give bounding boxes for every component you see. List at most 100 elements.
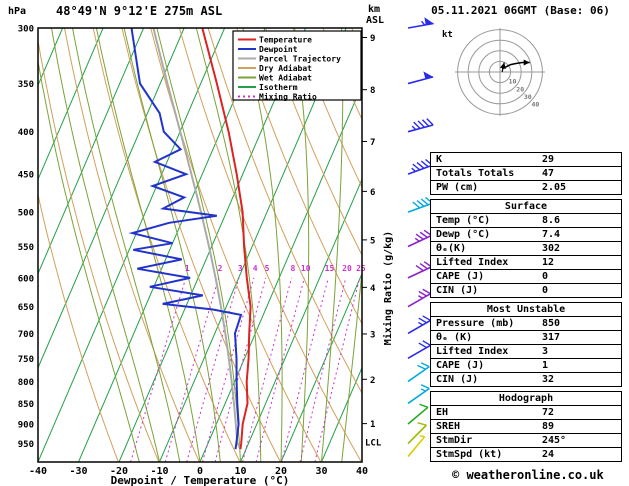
- stat-row: Dewp (°C) 7.4: [431, 227, 621, 241]
- temperature-tick-label: 30: [315, 466, 327, 477]
- pressure-tick-label: 850: [18, 400, 34, 410]
- pressure-tick-labels: 300 350 400 450 500 550 600 650 700 750 800 850 900 9…: [18, 25, 34, 451]
- pressure-axis-unit: hPa: [8, 6, 26, 17]
- mixing-ratio-value-label: 1: [185, 264, 190, 273]
- copyright: © weatheronline.co.uk: [452, 468, 604, 482]
- temperature-tick-label: 20: [275, 466, 287, 477]
- wind-barb: [407, 229, 432, 248]
- stat-value: 317: [542, 332, 561, 343]
- mixing-ratio-lines: [130, 277, 361, 462]
- wind-barb: [407, 71, 434, 85]
- stat-label: Dewp (°C): [436, 229, 491, 240]
- stat-value: 47: [542, 168, 555, 179]
- km-tick-label: 1: [370, 420, 375, 430]
- km-tick-label: 5: [370, 236, 375, 246]
- km-tick-label: 9: [370, 34, 375, 44]
- pressure-tick-label: 650: [18, 303, 34, 313]
- altitude-axis-unit-asl: ASL: [366, 15, 384, 26]
- legend-item-label: Temperature: [259, 36, 312, 45]
- stat-row: K 29: [431, 153, 621, 166]
- stat-value: 3: [542, 346, 549, 357]
- stat-value: 24: [542, 449, 555, 460]
- hodograph-ring-label: 40: [532, 101, 540, 109]
- info-section: Surface Temp (°C) 8.6 Dewp (°C) 7.4 θₑ(K) 302 L…: [430, 199, 622, 298]
- wind-barb: [407, 435, 426, 458]
- wind-barb: [407, 17, 434, 29]
- mixing-ratio-value-label: 20: [342, 264, 352, 273]
- pressure-tick-label: 950: [18, 440, 34, 450]
- mixing-ratio-value-label: 4: [253, 264, 258, 273]
- wind-barb: [407, 196, 433, 213]
- pressure-tick-label: 500: [18, 209, 34, 219]
- info-section: Hodograph EH 72 SREH 89 StmDir 245° StmSpd (kt)…: [430, 391, 622, 462]
- x-axis-title: Dewpoint / Temperature (°C): [111, 474, 290, 486]
- temperature-tick-label: 40: [356, 466, 368, 477]
- wind-barb: [407, 261, 432, 279]
- legend-item-label: Dewpoint: [259, 44, 298, 54]
- stat-label: Temp (°C): [436, 215, 491, 226]
- temperature-curve: [201, 28, 252, 450]
- stat-row: θₑ(K) 302: [431, 241, 621, 255]
- pressure-tick-label: 700: [18, 330, 34, 340]
- pressure-tick-label: 600: [18, 274, 34, 284]
- stat-value: 32: [542, 374, 555, 385]
- legend-item-label: Mixing Ratio: [259, 92, 317, 102]
- stat-label: StmDir: [436, 435, 473, 446]
- pressure-tick-label: 400: [18, 128, 34, 138]
- stat-label: Pressure (mb): [436, 318, 515, 329]
- wind-barb: [407, 384, 430, 405]
- stat-row: Temp (°C) 8.6: [431, 213, 621, 227]
- stat-value: 8.6: [542, 215, 561, 226]
- temperature-tick-label: -30: [69, 466, 87, 477]
- temperature-tick-labels: -40 -30 -20 -10 0 10 20 30 40: [29, 466, 368, 477]
- stat-value: 89: [542, 421, 555, 432]
- km-tick-label: 8: [370, 86, 375, 96]
- stat-value: 12: [542, 257, 555, 268]
- stat-value: 0: [542, 285, 549, 296]
- wind-barb: [407, 340, 431, 359]
- pressure-tick-label: 800: [18, 378, 34, 388]
- temperature-tick-label: -20: [110, 466, 128, 477]
- mixing-ratio-value-label: 25: [356, 264, 366, 273]
- stat-value: 302: [542, 243, 561, 254]
- stat-label: CIN (J): [436, 374, 479, 385]
- km-tick-label: 3: [370, 330, 375, 340]
- pressure-tick-label: 350: [18, 80, 34, 90]
- mixing-ratio-value-label: 15: [325, 264, 335, 273]
- stat-label: CIN (J): [436, 285, 479, 296]
- section-header: Surface: [504, 201, 548, 212]
- info-section: K 29 Totals Totals 47 PW (cm) 2.05: [430, 152, 622, 195]
- stat-label: K: [436, 154, 443, 165]
- legend-item-label: Wet Adiabat: [259, 73, 312, 83]
- plot-border: [37, 27, 363, 463]
- mixing-ratio-value-label: 8: [290, 264, 295, 273]
- stat-value: 245°: [542, 435, 567, 446]
- legend-item-label: Dry Adiabat: [259, 63, 312, 73]
- mixing-ratio-value-label: 10: [301, 264, 311, 273]
- pressure-tick-label: 450: [18, 171, 34, 181]
- stat-value: 7.4: [542, 229, 561, 240]
- stat-value: 0: [542, 271, 549, 282]
- hodograph-ring-label: 20: [516, 85, 524, 93]
- stat-row: EH 72: [431, 405, 621, 419]
- stat-label: EH: [436, 407, 449, 418]
- pressure-tick-label: 550: [18, 243, 34, 253]
- wind-barb: [407, 422, 427, 445]
- dewpoint-curve: [128, 28, 243, 450]
- stat-value: 1: [542, 360, 549, 371]
- stat-row: PW (cm) 2.05: [431, 180, 621, 194]
- stat-value: 72: [542, 407, 555, 418]
- stat-row: CIN (J) 0: [431, 283, 621, 297]
- mixing-ratio-axis-title: Mixing Ratio (g/kg): [382, 231, 394, 345]
- stat-label: θₑ(K): [436, 243, 467, 254]
- mixing-ratio-value-label: 5: [265, 264, 270, 273]
- hodograph-ring-label: 30: [524, 93, 532, 101]
- parcel-trajectory-curve: [152, 28, 242, 450]
- pressure-tick-label: 750: [18, 355, 34, 365]
- temperature-tick-label: -40: [29, 466, 47, 477]
- wind-barb: [407, 158, 433, 175]
- pressure-tick-label: 900: [18, 421, 34, 431]
